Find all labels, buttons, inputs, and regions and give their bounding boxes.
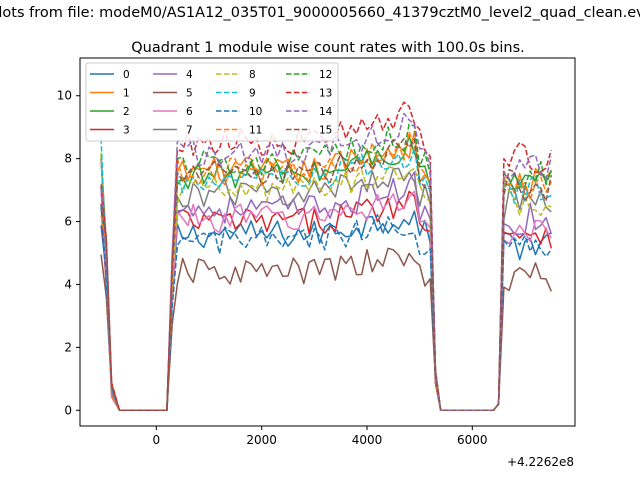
series-line-15	[100, 137, 553, 412]
legend-label-1: 1	[123, 88, 130, 100]
legend-label-8: 8	[249, 69, 256, 81]
legend-label-7: 7	[186, 125, 193, 137]
legend-label-11: 11	[249, 125, 262, 137]
series-line-14	[100, 112, 553, 412]
series-line-12	[100, 123, 553, 412]
x-offset-label: +4.2262e8	[507, 455, 574, 469]
y-tick-label: 0	[64, 403, 72, 417]
legend-label-10: 10	[249, 106, 262, 118]
series-line-9	[100, 138, 552, 412]
legend-label-6: 6	[186, 106, 193, 118]
plot-lines	[100, 101, 553, 412]
y-tick-label: 4	[64, 277, 72, 291]
legend-label-15: 15	[319, 125, 332, 137]
y-tick-label: 10	[57, 89, 72, 103]
x-tick-label: 2000	[246, 433, 277, 447]
legend-label-4: 4	[186, 69, 193, 81]
legend-label-5: 5	[186, 88, 193, 100]
figure-suptitle: Plots from file: modeM0/AS1A12_035T01_90…	[0, 5, 640, 21]
x-axis: 0 2000 4000 6000	[153, 426, 488, 447]
legend-label-12: 12	[319, 69, 332, 81]
chart-title: Quadrant 1 module wise count rates with …	[131, 40, 525, 56]
legend-box	[85, 62, 339, 142]
axes-frame	[79, 57, 576, 427]
x-tick-label: 4000	[352, 433, 383, 447]
legend-label-9: 9	[249, 88, 256, 100]
legend-label-3: 3	[123, 125, 130, 137]
y-tick-label: 8	[64, 152, 72, 166]
x-tick-label: 0	[153, 433, 161, 447]
x-tick-label: 6000	[457, 433, 488, 447]
legend-label-0: 0	[123, 69, 130, 81]
legend-label-14: 14	[319, 106, 333, 118]
y-axis: 0 2 4 6 8 10	[57, 89, 80, 417]
legend-label-13: 13	[319, 88, 332, 100]
legend-label-2: 2	[123, 106, 130, 118]
y-tick-label: 2	[64, 340, 72, 354]
y-tick-label: 6	[64, 215, 72, 229]
